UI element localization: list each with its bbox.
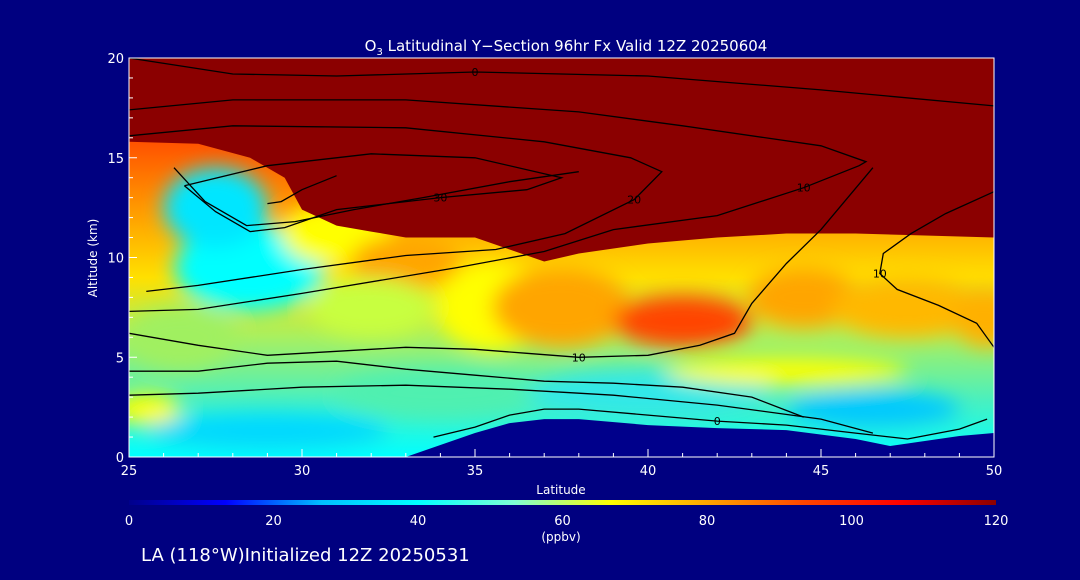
colorbar-unit: (ppbv): [541, 530, 580, 544]
stratosphere-region: [129, 58, 994, 262]
contour-line-7: [129, 167, 874, 358]
colorbar-tick-label: 80: [699, 514, 716, 529]
y-tick-label: 10: [107, 252, 124, 267]
colorbar-tick-label: 20: [265, 514, 282, 529]
field-patch-15: [786, 391, 960, 428]
contour-line-10: [433, 408, 988, 440]
contour-line-6: [267, 175, 337, 205]
plot-area: 0 10 10 20 30 10 0: [129, 58, 994, 457]
y-tick-label: 15: [107, 152, 124, 167]
contour-label-2: 10: [873, 267, 887, 280]
field-patch-10: [831, 277, 984, 338]
y-tick-label: 5: [116, 351, 124, 366]
x-tick-label: 50: [986, 464, 1003, 479]
contour-line-5: [173, 167, 579, 227]
contour-line-2: [879, 191, 994, 348]
contour-label-7: 10: [572, 351, 586, 364]
chart-title: O3 Latitudinal Y−Section 96hr Fx Valid 1…: [365, 37, 768, 58]
x-tick-label: 35: [467, 464, 484, 479]
contour-line-8: [129, 360, 804, 418]
field-patch-17: [665, 357, 908, 386]
field-patch-8: [613, 295, 752, 348]
y-tick-label: 20: [107, 52, 124, 67]
contour-label-3: 20: [627, 194, 641, 207]
x-tick-label: 45: [813, 464, 830, 479]
contour-line-3: [129, 125, 663, 293]
field-patch-7: [492, 267, 631, 348]
field-patch-12: [308, 277, 434, 338]
colorbar: [129, 500, 996, 505]
x-tick-label: 25: [121, 464, 138, 479]
colorbar-tick-label: 60: [554, 514, 571, 529]
axes: 25 30 35 40 45 50 0 5 10 15 20: [107, 52, 1002, 479]
contour-line-4: [183, 153, 564, 233]
field-patch-13: [336, 369, 545, 418]
footer-label: LA (118°W)Initialized 12Z 20250531: [141, 545, 470, 566]
field-patch-1: [129, 393, 181, 426]
contour-line-1: [129, 99, 868, 313]
colorbar-ticks: 0 20 40 60 80 100 120: [125, 514, 1009, 529]
x-axis-label: Latitude: [536, 483, 585, 497]
contour-line-9: [129, 384, 874, 434]
contour-label-4: 30: [433, 192, 447, 205]
colorbar-tick-label: 40: [410, 514, 427, 529]
field-patch-9: [748, 267, 860, 328]
contour-labels: 0 10 10 20 30 10 0: [433, 66, 886, 428]
x-tick-label: 30: [294, 464, 311, 479]
y-axis-label: Altitude (km): [86, 219, 100, 298]
contour-label-0: 0: [472, 66, 479, 79]
field-patch-0: [129, 305, 237, 370]
surface-terrain: [129, 419, 994, 457]
colorbar-tick-label: 120: [984, 514, 1009, 529]
colorbar-tick-label: 100: [839, 514, 864, 529]
colorbar-tick-label: 0: [125, 514, 133, 529]
contour-lines: [129, 58, 994, 440]
y-tick-label: 0: [116, 451, 124, 466]
field-patch-5: [350, 235, 462, 288]
contour-line-0: [129, 58, 994, 107]
contour-label-10: 0: [714, 415, 721, 428]
field-patch-16: [146, 413, 389, 450]
x-tick-label: 40: [640, 464, 657, 479]
contour-label-1: 10: [797, 182, 811, 195]
